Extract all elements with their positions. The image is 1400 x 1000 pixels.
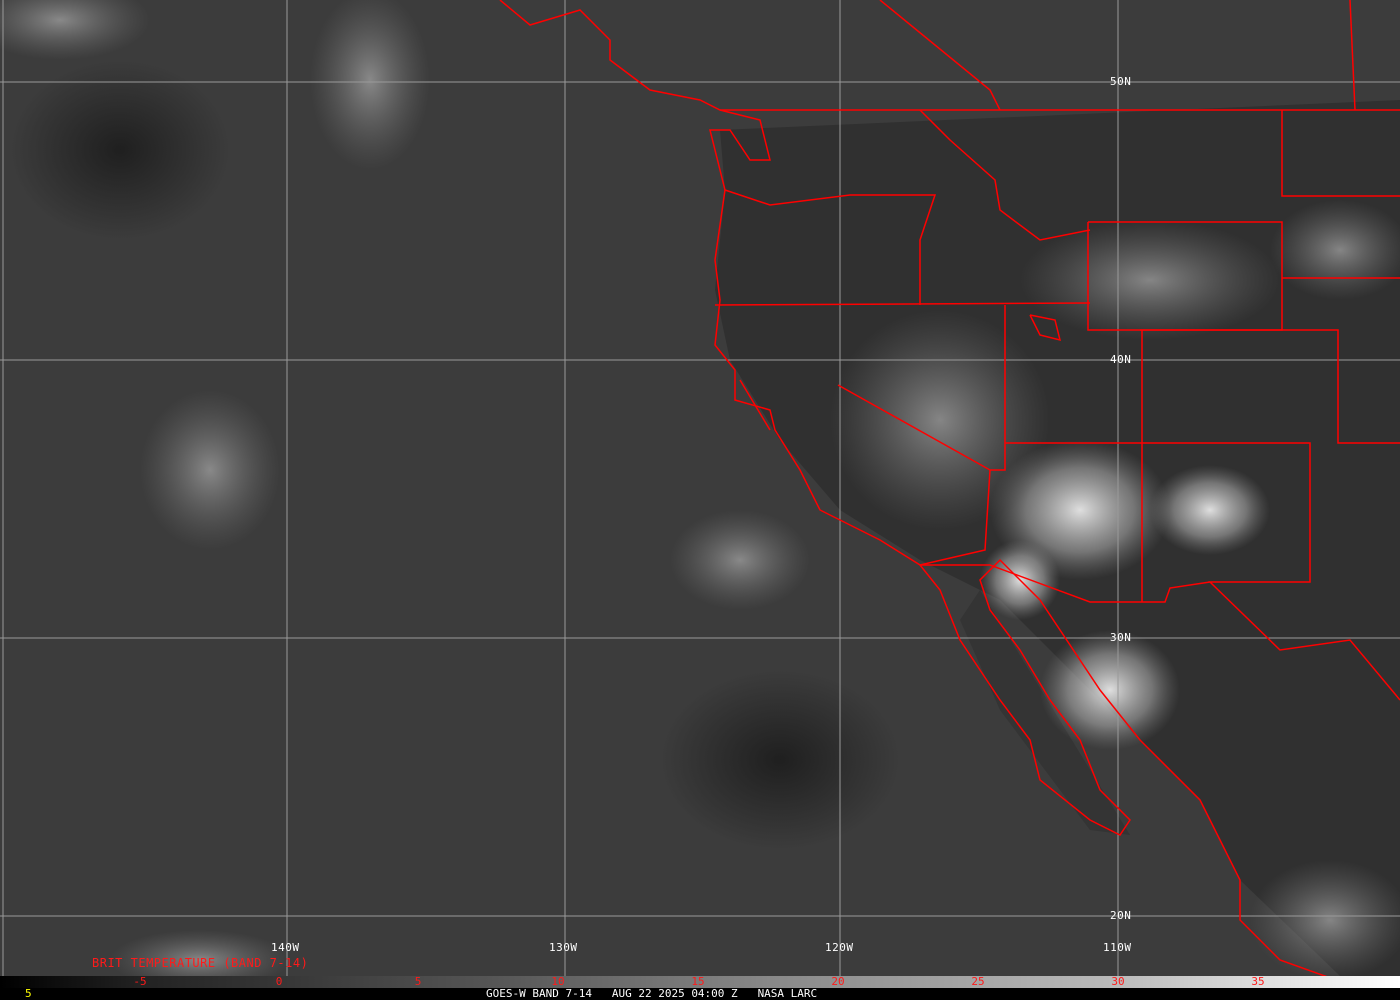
colorbar-tick: 0 — [275, 975, 283, 988]
footer-bar: GOES-W BAND 7-14 AUG 22 2025 04:00 Z NAS… — [0, 988, 1400, 1000]
lat-label-30n: 30N — [1110, 631, 1132, 644]
footer-text: GOES-W BAND 7-14 AUG 22 2025 04:00 Z NAS… — [486, 988, 817, 1000]
colorbar-tick: 35 — [1251, 975, 1265, 988]
colorbar-tick: 30 — [1111, 975, 1125, 988]
footer-datetime: AUG 22 2025 04:00 Z — [611, 987, 738, 1000]
lon-label-140w: 140W — [271, 941, 300, 954]
colorbar — [0, 976, 1400, 988]
colorbar-left-value: 5 — [25, 987, 32, 1000]
footer-source: NASA LARC — [757, 987, 818, 1000]
colorbar-tick: 5 — [414, 975, 422, 988]
lat-label-50n: 50N — [1110, 75, 1132, 88]
product-title: BRIT TEMPERATURE (BAND 7-14) — [92, 956, 309, 970]
satellite-map — [0, 0, 1400, 976]
colorbar-tick: 20 — [831, 975, 845, 988]
lat-label-20n: 20N — [1110, 909, 1132, 922]
coastlines-and-borders — [499, 0, 1400, 976]
footer-product: GOES-W BAND 7-14 — [486, 987, 592, 1000]
colorbar-tick: 15 — [691, 975, 705, 988]
lon-label-130w: 130W — [549, 941, 578, 954]
lon-label-110w: 110W — [1103, 941, 1132, 954]
lat-lon-grid — [0, 0, 1400, 976]
lon-label-120w: 120W — [825, 941, 854, 954]
colorbar-tick: 10 — [551, 975, 565, 988]
colorbar-tick: -5 — [133, 975, 147, 988]
lat-label-40n: 40N — [1110, 353, 1132, 366]
colorbar-tick: 25 — [971, 975, 985, 988]
